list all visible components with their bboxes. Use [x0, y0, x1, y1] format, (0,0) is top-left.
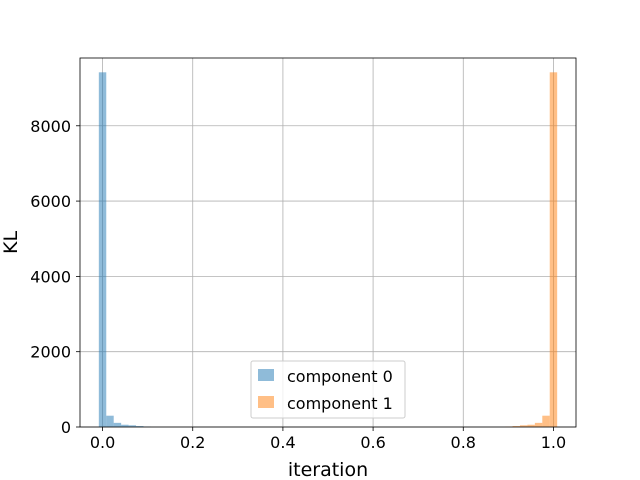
legend: component 0 component 1 — [250, 360, 406, 419]
histogram-bar-component-1 — [534, 422, 543, 427]
y-axis-label: KL — [0, 231, 22, 254]
histogram-bar-component-1 — [512, 426, 520, 427]
histogram-bar-component-1 — [542, 415, 550, 427]
legend-label-component-0: component 0 — [287, 367, 393, 386]
x-axis-ticks: 0.0 0.2 0.4 0.6 0.8 1.0 — [90, 427, 566, 452]
plot-frame — [79, 57, 577, 428]
x-tick-label: 0.2 — [180, 433, 205, 452]
x-tick-label: 0.4 — [270, 433, 295, 452]
x-tick-label: 0.8 — [451, 433, 476, 452]
x-axis-label: iteration — [288, 459, 368, 480]
histogram-bar-component-1 — [519, 425, 528, 427]
y-axis-ticks: 0 2000 4000 6000 8000 — [30, 117, 80, 437]
histogram-bar-component-0 — [136, 426, 144, 427]
histogram-bar-component-0 — [98, 72, 107, 427]
legend-swatch-component-0 — [258, 369, 274, 381]
y-tick-label: 0 — [61, 418, 71, 437]
histogram-bar-component-0 — [106, 415, 114, 427]
histogram-bar-component-1 — [527, 424, 535, 427]
y-tick-label: 4000 — [30, 267, 71, 286]
histogram-bar-component-1 — [549, 72, 558, 427]
x-tick-label: 0.0 — [90, 433, 115, 452]
x-tick-label: 0.6 — [360, 433, 385, 452]
legend-label-component-1: component 1 — [287, 394, 393, 413]
y-tick-label: 8000 — [30, 117, 71, 136]
grid-lines — [80, 58, 576, 428]
y-tick-label: 2000 — [30, 343, 71, 362]
x-tick-label: 1.0 — [541, 433, 566, 452]
histogram-bar-component-0 — [128, 425, 137, 427]
legend-box — [250, 360, 406, 419]
legend-swatch-component-1 — [258, 396, 274, 408]
y-tick-label: 6000 — [30, 192, 71, 211]
histogram-bar-component-0 — [121, 424, 129, 427]
histogram-bar-component-0 — [113, 422, 122, 427]
